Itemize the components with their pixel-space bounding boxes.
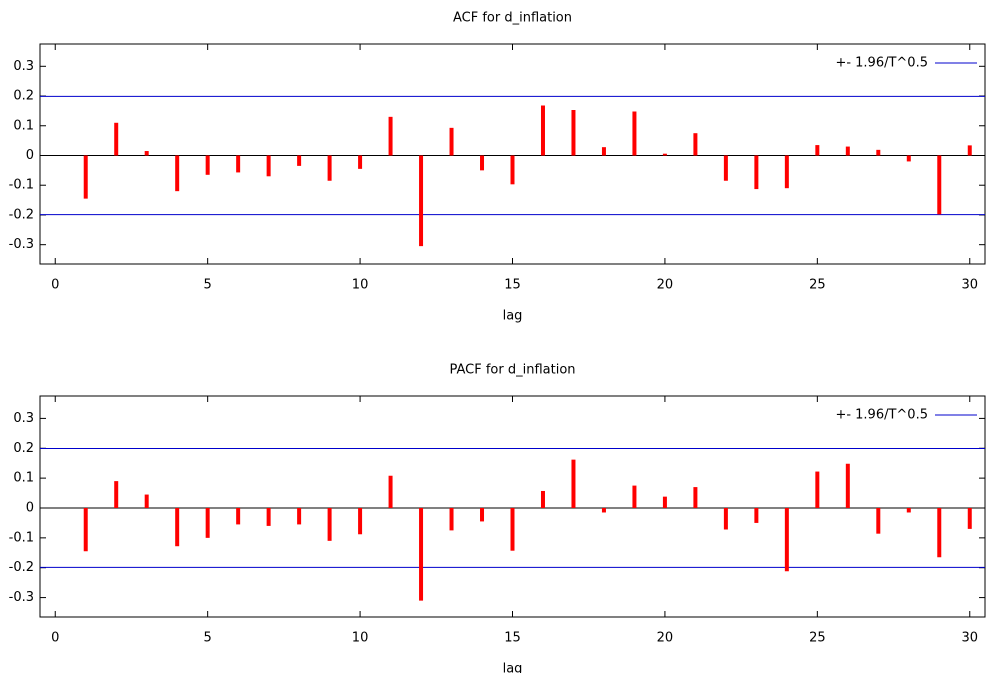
x-tick-label: 0: [51, 278, 59, 293]
x-tick-label: 15: [504, 631, 521, 646]
plot-frame: [39, 43, 986, 265]
legend-label: +- 1.96/T^0.5: [835, 408, 928, 423]
x-tick-label: 25: [809, 278, 826, 293]
x-axis-label: lag: [503, 309, 523, 324]
x-tick-label: 10: [352, 631, 369, 646]
y-tick-label: 0: [26, 500, 34, 515]
chart-title: ACF for d_inflation: [453, 11, 572, 26]
y-tick-label: -0.2: [9, 560, 34, 575]
x-tick-label: 20: [657, 278, 674, 293]
x-axis-label: lag: [503, 662, 523, 673]
chart-title: PACF for d_inflation: [449, 363, 575, 378]
y-tick-label: -0.1: [9, 530, 34, 545]
x-tick-label: 20: [657, 631, 674, 646]
x-tick-label: 5: [204, 631, 212, 646]
x-tick-label: 15: [504, 278, 521, 293]
y-tick-label: -0.3: [9, 237, 34, 252]
x-tick-label: 5: [204, 278, 212, 293]
y-tick-label: -0.2: [9, 207, 34, 222]
x-tick-label: 30: [961, 278, 978, 293]
y-tick-label: 0.1: [13, 118, 34, 133]
y-tick-label: 0.3: [13, 59, 34, 74]
x-tick-label: 10: [352, 278, 369, 293]
y-tick-label: 0.3: [13, 411, 34, 426]
y-tick-label: 0.2: [13, 441, 34, 456]
x-tick-label: 0: [51, 631, 59, 646]
y-tick-label: 0.1: [13, 471, 34, 486]
x-tick-label: 25: [809, 631, 826, 646]
y-tick-label: -0.1: [9, 178, 34, 193]
y-tick-label: 0: [26, 148, 34, 163]
legend-label: +- 1.96/T^0.5: [835, 56, 928, 71]
y-tick-label: -0.3: [9, 590, 34, 605]
x-tick-label: 30: [961, 631, 978, 646]
y-tick-label: 0.2: [13, 89, 34, 104]
plot-frame: [39, 395, 986, 618]
